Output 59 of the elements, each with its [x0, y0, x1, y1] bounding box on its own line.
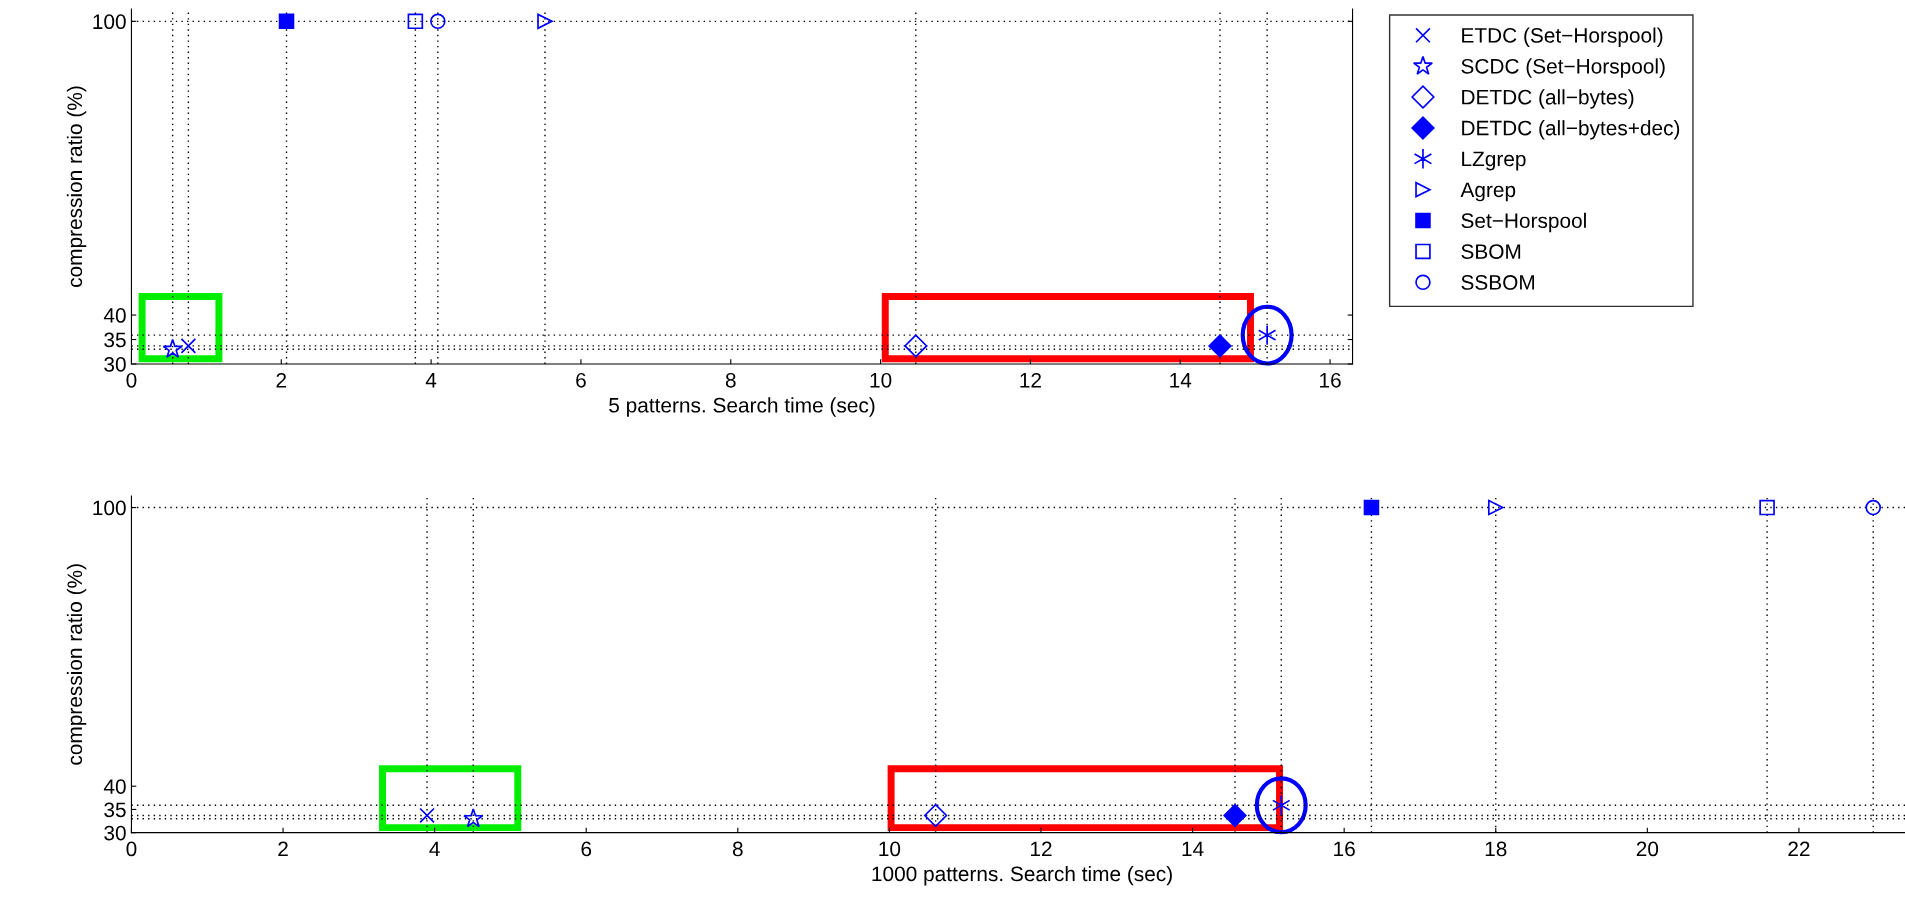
legend-label: LZgrep [1462, 151, 1526, 171]
point [1759, 499, 1775, 516]
point [1223, 803, 1247, 828]
x-tick-label: 12 [1020, 372, 1041, 388]
x-tick-label: 0 [126, 841, 137, 857]
point [1363, 499, 1380, 516]
x-tick-label: 12 [1030, 841, 1052, 857]
x-tick-label: 8 [732, 841, 743, 857]
y-tick-label: 100 [93, 14, 126, 30]
legend-label: Set−Horspool [1461, 212, 1586, 233]
point [419, 807, 435, 824]
x-tick-label: 6 [576, 372, 586, 388]
x-tick-label: 14 [1170, 373, 1192, 388]
legend-label: SBOM [1461, 244, 1521, 259]
point [278, 13, 295, 30]
point [904, 334, 928, 358]
point [1254, 776, 1308, 835]
point [430, 13, 446, 30]
legend-label: ETDC (Set−Horspool) [1462, 27, 1663, 47]
x-tick-label: 16 [1334, 841, 1355, 857]
x-tick-label: 2 [276, 372, 287, 388]
point [537, 13, 553, 30]
y-tick-label: 35 [104, 802, 126, 818]
point [923, 803, 948, 828]
point [1208, 334, 1232, 358]
x-tick-label: 10 [879, 841, 901, 857]
x-tick-label: 10 [870, 372, 892, 388]
y-tick-label: 100 [93, 500, 126, 516]
point [463, 808, 484, 828]
x-tick-label: 4 [429, 841, 440, 857]
x-tick-label: 20 [1636, 841, 1659, 857]
point [1865, 499, 1881, 516]
x-axis-title: 5 patterns. Search time (sec) [609, 397, 875, 417]
x-tick-label: 18 [1485, 841, 1507, 857]
x-tick-label: 0 [126, 372, 137, 388]
x-axis-title: 1000 patterns. Search time (sec) [872, 865, 1172, 886]
y-axis-title: compression ratio (%) [66, 564, 87, 765]
x-tick-label: 2 [278, 841, 288, 857]
x-tick-label: 6 [581, 841, 592, 857]
x-tick-label: 14 [1182, 841, 1204, 857]
x-tick-label: 16 [1320, 372, 1341, 388]
legend-label: Agrep [1460, 182, 1516, 202]
y-tick-label: 30 [104, 357, 126, 372]
y-tick-label: 40 [103, 308, 126, 323]
y-tick-label: 30 [104, 825, 126, 841]
legend-label: SSBOM [1461, 275, 1535, 290]
y-axis-title: compression ratio (%) [66, 86, 87, 287]
point [407, 13, 424, 30]
point [180, 338, 197, 354]
x-tick-label: 8 [725, 372, 736, 388]
x-tick-label: 22 [1788, 841, 1810, 857]
y-tick-label: 40 [103, 779, 126, 794]
y-tick-label: 35 [104, 332, 126, 348]
legend-label: DETDC (all−bytes+dec) [1462, 120, 1680, 140]
legend-label: SCDC (Set−Horspool) [1461, 58, 1665, 78]
point [1487, 499, 1504, 516]
x-tick-label: 4 [425, 373, 437, 388]
legend-label: DETDC (all−bytes) [1462, 89, 1634, 109]
point [162, 338, 183, 359]
